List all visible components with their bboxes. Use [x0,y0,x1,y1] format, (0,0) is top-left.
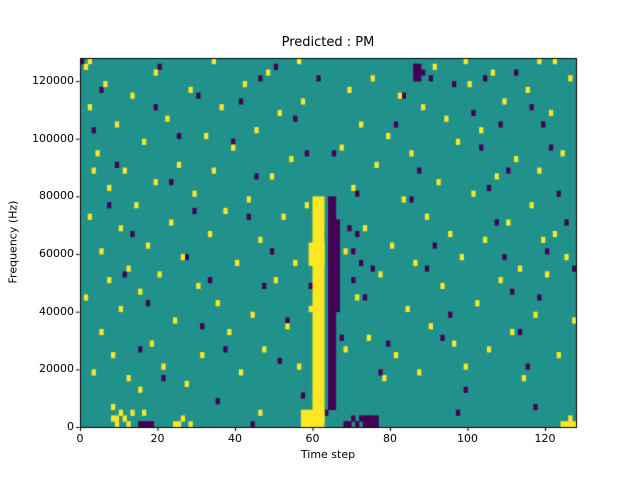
y-tick-label: 20000 [39,362,74,376]
x-tick-label: 120 [534,432,556,445]
y-tick-label: 0 [67,420,74,433]
chart-title: Predicted : PM [281,35,375,50]
y-tick-label: 40000 [39,304,74,318]
x-axis-label: Time step [300,448,356,461]
y-tick-label: 100000 [32,131,74,145]
x-tick-label: 40 [228,432,242,445]
y-tick-label: 60000 [39,247,74,261]
x-tick-label: 60 [305,432,320,445]
y-tick-label: 80000 [39,189,74,203]
x-tick-label: 80 [383,432,397,445]
x-tick-label: 0 [76,432,84,445]
x-tick-label: 100 [457,432,478,445]
y-tick-label: 120000 [32,74,74,88]
y-axis-label: Frequency (Hz) [6,200,20,284]
x-tick-label: 20 [150,432,165,445]
